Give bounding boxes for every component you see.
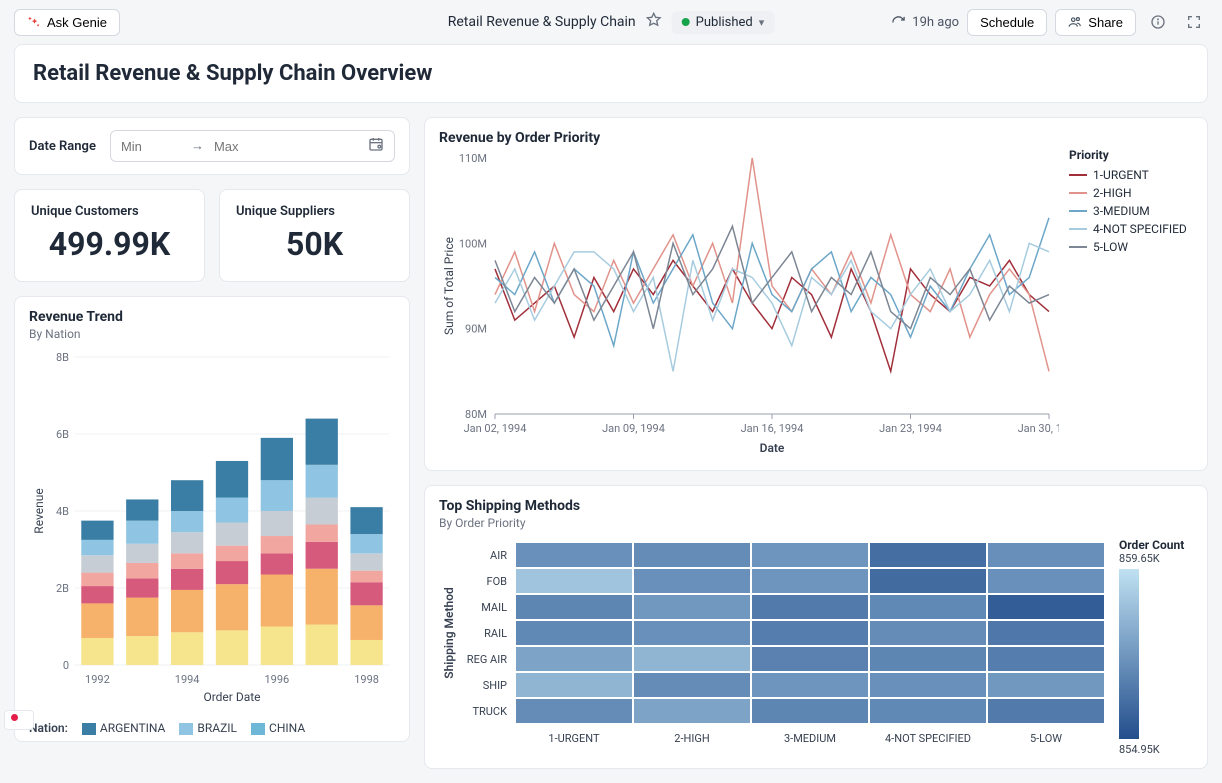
shipping-title: Top Shipping Methods [439,498,1193,514]
legend-item[interactable]: 2-HIGH [1069,186,1187,200]
svg-text:1994: 1994 [175,673,200,686]
date-min-input[interactable] [121,139,181,154]
topbar: Ask Genie Retail Revenue & Supply Chain … [0,0,1222,44]
heat-legend-max: 859.65K [1119,552,1184,565]
shipping-card: Top Shipping Methods By Order Priority A… [424,485,1208,769]
fullscreen-icon[interactable] [1180,8,1208,36]
svg-text:Order Date: Order Date [203,690,260,704]
star-icon[interactable] [646,12,662,32]
share-label: Share [1088,15,1123,30]
header-card: Retail Revenue & Supply Chain Overview [14,44,1208,103]
svg-text:Revenue: Revenue [32,488,46,533]
svg-text:100M: 100M [459,237,487,250]
date-range-input[interactable]: → [110,130,395,162]
kpi-customers-label: Unique Customers [31,204,188,219]
legend-item[interactable]: 4-NOT SPECIFIED [1069,222,1187,236]
page-title: Retail Revenue & Supply Chain Overview [33,61,1189,86]
status-dot-icon [682,18,690,26]
kpi-row: Unique Customers 499.99K Unique Supplier… [14,189,410,282]
svg-text:AIR: AIR [490,549,507,562]
content: Retail Revenue & Supply Chain Overview D… [0,44,1222,783]
svg-text:1998: 1998 [354,673,379,686]
chevron-down-icon: ▾ [759,16,765,29]
svg-text:0: 0 [63,659,69,672]
svg-text:Jan 09, 1994: Jan 09, 1994 [602,422,665,435]
svg-text:8B: 8B [56,351,69,364]
floating-widget[interactable] [4,710,34,730]
svg-text:80M: 80M [465,408,487,421]
doc-title-group: Retail Revenue & Supply Chain Published … [448,11,775,34]
svg-text:1992: 1992 [85,673,110,686]
svg-text:MAIL: MAIL [481,601,507,614]
heat-scale [1119,569,1139,739]
share-button[interactable]: Share [1055,9,1136,36]
revenue-priority-card: Revenue by Order Priority 80M 90M 100M 110M… [424,117,1208,471]
svg-text:Jan 30, 1994: Jan 30, 1994 [1018,422,1059,435]
info-icon[interactable] [1144,8,1172,36]
legend-nation-label: Nation: [29,721,68,735]
shipping-subtitle: By Order Priority [439,516,1193,530]
shipping-heatmap[interactable]: AIRFOBMAILRAILREG AIRSHIPTRUCK1-URGENT2-… [439,538,1109,748]
legend-item[interactable]: ARGENTINA [82,721,166,735]
ask-genie-label: Ask Genie [47,15,107,30]
schedule-button[interactable]: Schedule [967,9,1047,36]
svg-text:1996: 1996 [264,673,289,686]
svg-text:FOB: FOB [486,575,507,588]
refresh-label: 19h ago [912,15,959,30]
svg-text:90M: 90M [465,323,487,336]
kpi-suppliers: Unique Suppliers 50K [219,189,410,282]
calendar-icon[interactable] [368,136,384,156]
svg-text:Jan 02, 1994: Jan 02, 1994 [464,422,527,435]
svg-text:Jan 23, 1994: Jan 23, 1994 [879,422,942,435]
sparkle-icon [27,15,41,29]
heat-legend-min: 854.95K [1119,743,1184,756]
priority-legend-title: Priority [1069,148,1187,162]
ask-genie-button[interactable]: Ask Genie [14,9,120,36]
svg-text:6B: 6B [56,428,69,441]
legend-item[interactable]: CHINA [251,721,305,735]
kpi-suppliers-label: Unique Suppliers [236,204,393,219]
kpi-customers: Unique Customers 499.99K [14,189,205,282]
schedule-label: Schedule [980,15,1034,30]
svg-text:Shipping Method: Shipping Method [442,587,456,679]
svg-text:Sum of Total Price: Sum of Total Price [442,237,456,335]
revenue-priority-chart[interactable]: 80M 90M 100M 110M Sum of Total Price Jan 02, … [439,148,1059,458]
status-label: Published [696,15,753,30]
date-range-label: Date Range [29,139,96,154]
heat-legend: Order Count 859.65K 854.95K [1119,538,1184,756]
svg-text:110M: 110M [459,152,487,165]
revenue-trend-card: Revenue Trend By Nation 0 2B 4B 6B 8B Revenue… [14,296,410,742]
revenue-priority-title: Revenue by Order Priority [439,130,1193,146]
doc-title: Retail Revenue & Supply Chain [448,14,636,30]
svg-text:Jan 16, 1994: Jan 16, 1994 [741,422,804,435]
svg-text:RAIL: RAIL [484,627,507,640]
date-filter-card: Date Range → [14,117,410,175]
notification-dot-icon [11,714,18,721]
heat-legend-label: Order Count [1119,538,1184,552]
date-max-input[interactable] [214,139,274,154]
svg-text:SHIP: SHIP [483,679,507,692]
svg-text:2B: 2B [56,582,69,595]
kpi-suppliers-value: 50K [236,225,393,263]
revenue-trend-legend: Nation: ARGENTINA BRAZIL CHINA [29,713,395,735]
revenue-trend-title: Revenue Trend [29,309,395,325]
legend-item[interactable]: 1-URGENT [1069,168,1187,182]
refresh-button[interactable]: 19h ago [891,15,959,30]
revenue-trend-subtitle: By Nation [29,327,395,341]
legend-item[interactable]: 3-MEDIUM [1069,204,1187,218]
svg-text:TRUCK: TRUCK [472,705,507,718]
legend-item[interactable]: 5-LOW [1069,240,1187,254]
legend-item[interactable]: BRAZIL [179,721,237,735]
revenue-trend-chart[interactable]: 0 2B 4B 6B 8B Revenue 1992 1994 1996 1998 Order Da… [29,349,397,709]
svg-text:4B: 4B [56,505,69,518]
priority-legend: Priority 1-URGENT 2-HIGH 3-MEDIUM 4-NOT SPE… [1069,148,1187,458]
kpi-customers-value: 499.99K [31,225,188,263]
svg-text:Date: Date [760,441,785,455]
svg-text:REG AIR: REG AIR [467,653,507,666]
arrow-right-icon: → [191,138,204,154]
people-icon [1068,15,1082,29]
right-tools: 19h ago Schedule Share [891,8,1208,36]
status-pill[interactable]: Published ▾ [672,11,775,34]
